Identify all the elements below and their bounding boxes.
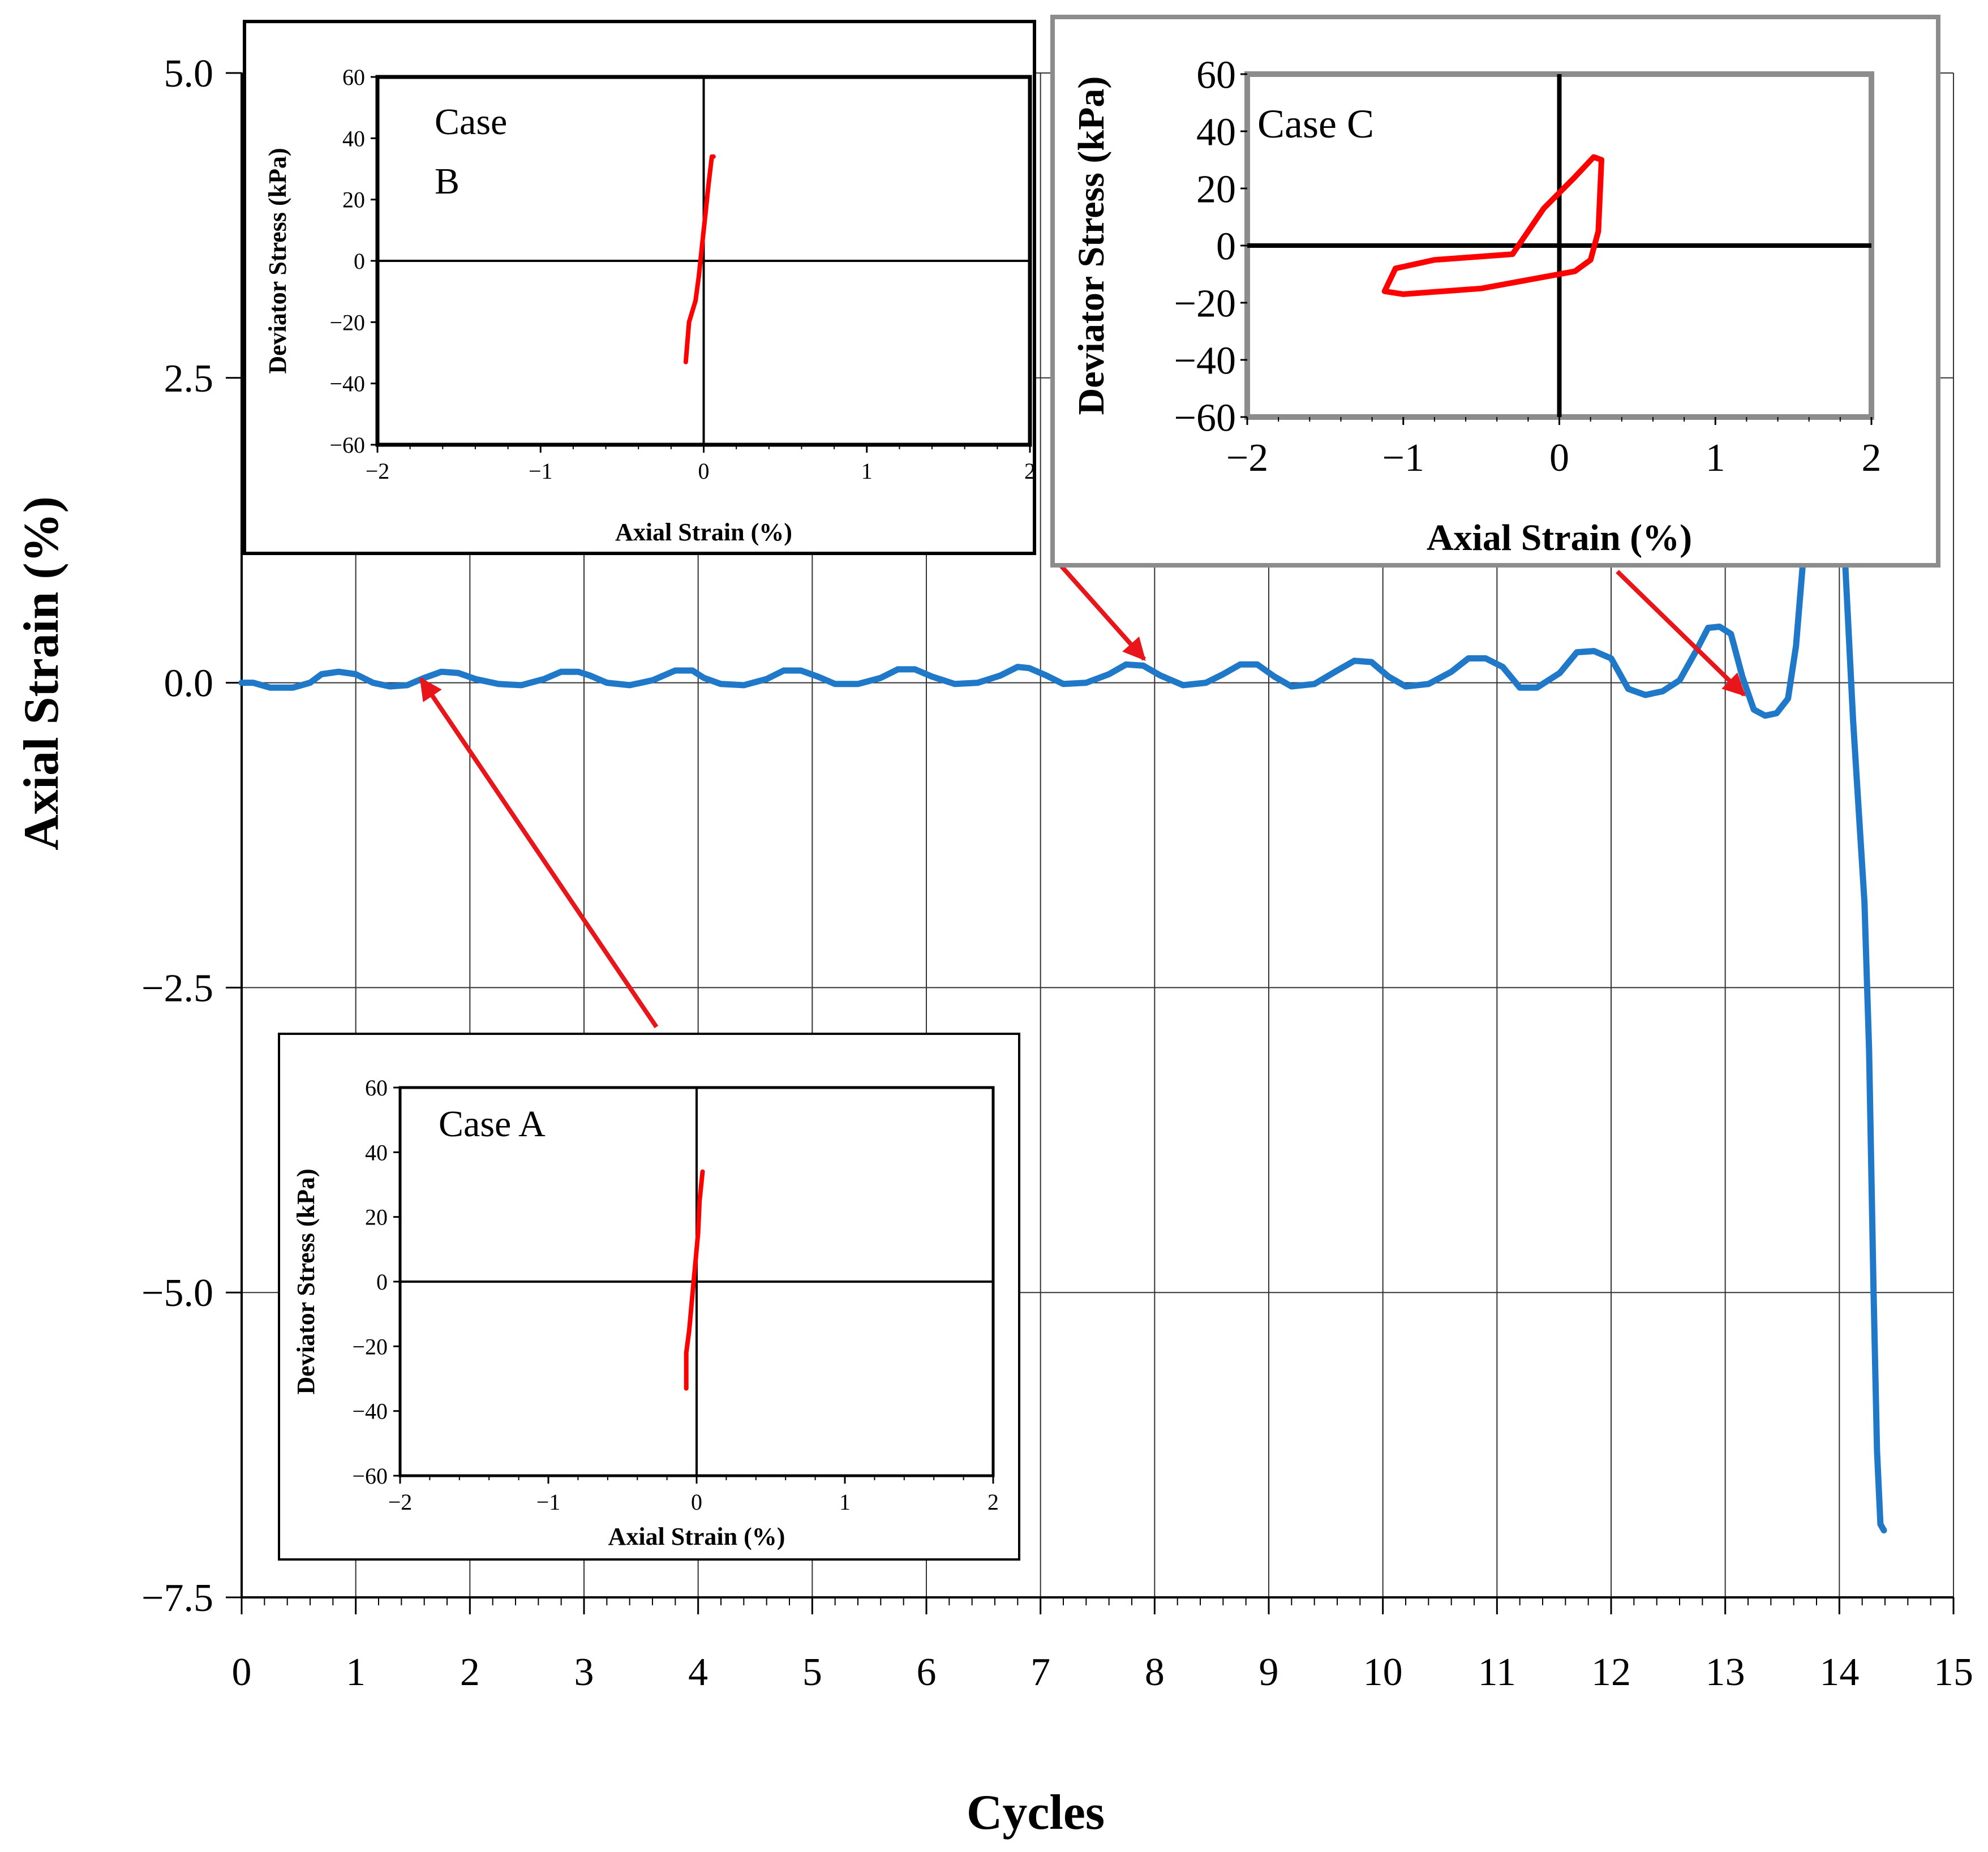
inset-y-tick-label: −40 <box>329 371 365 397</box>
inset-y-tick-label: −40 <box>352 1399 388 1424</box>
x-tick-label: 12 <box>1591 1651 1631 1694</box>
inset-y-tick-label: 20 <box>1196 168 1236 212</box>
inset-x-tick-label: −1 <box>536 1489 561 1515</box>
inset-stress-strain-loop <box>1381 154 1604 297</box>
inset-y-tick-label: 60 <box>1196 54 1236 97</box>
x-tick-label: 14 <box>1819 1651 1859 1694</box>
inset-y-tick-label: −60 <box>352 1463 388 1489</box>
inset-y-tick-label: 0 <box>1216 225 1236 269</box>
inset-x-tick-label: 2 <box>1024 458 1036 484</box>
inset-y-tick-label: −40 <box>1174 340 1236 383</box>
inset-stress-strain-loop <box>684 1169 705 1391</box>
inset-x-tick-label: −2 <box>388 1489 413 1515</box>
inset-case-label: Case <box>435 101 507 143</box>
inset-x-tick-label: 1 <box>1706 436 1725 480</box>
inset-stress-strain-loop <box>683 154 716 364</box>
inset-y-tick-label: 0 <box>376 1269 388 1295</box>
x-tick-label: 11 <box>1478 1651 1516 1694</box>
inset-case-b: −60 −40 −20 0 20 40 60 −2 −1 0 1 2 Axial Strain (%) D… <box>243 20 1036 555</box>
inset-x-tick-label: −1 <box>1382 436 1424 480</box>
y-tick-label: −7.5 <box>141 1576 213 1620</box>
inset-frame <box>1050 15 1940 568</box>
x-tick-label: 13 <box>1706 1651 1745 1694</box>
inset-x-tick-label: −1 <box>529 458 553 484</box>
arrow-case-c <box>1616 570 1746 697</box>
arrow-case-a <box>419 677 659 1029</box>
x-tick-label: 5 <box>802 1651 822 1694</box>
x-axis-title: Cycles <box>967 1785 1105 1840</box>
inset-y-tick-label: 40 <box>1196 111 1236 154</box>
arrow-case-b <box>1059 564 1146 661</box>
inset-y-axis-title: Deviator Stress (kPa) <box>292 1168 320 1394</box>
inset-x-axis-title: Axial Strain (%) <box>608 1523 785 1550</box>
inset-x-tick-label: −2 <box>1226 436 1268 480</box>
inset-x-tick-label: 1 <box>839 1489 851 1515</box>
x-tick-label: 15 <box>1934 1651 1973 1694</box>
inset-x-tick-label: 0 <box>1549 436 1569 480</box>
x-tick-label: 2 <box>460 1651 480 1694</box>
inset-y-axis-title: Deviator Stress (kPa) <box>1071 76 1112 415</box>
x-tick-label: 10 <box>1363 1651 1403 1694</box>
y-tick-label: −5.0 <box>141 1271 213 1315</box>
y-tick-label: 5.0 <box>164 52 214 96</box>
x-tick-label: 0 <box>232 1651 252 1694</box>
inset-y-tick-label: −20 <box>329 310 365 335</box>
inset-y-axis-title: Deviator Stress (kPa) <box>264 148 291 373</box>
inset-y-tick-label: −20 <box>1174 282 1236 326</box>
inset-case-label: Case A <box>439 1103 546 1145</box>
x-tick-label: 9 <box>1259 1651 1279 1694</box>
y-tick-label: −2.5 <box>141 966 213 1010</box>
inset-y-tick-label: −60 <box>1174 397 1236 440</box>
inset-x-tick-label: −2 <box>366 458 390 484</box>
pointer-arrows <box>419 564 1746 1029</box>
inset-x-tick-label: 2 <box>1862 436 1882 480</box>
inset-case-a: −60 −40 −20 0 20 40 60 −2 −1 0 1 2 Axial Strain (%) D… <box>278 1033 1020 1561</box>
y-axis-title: Axial Strain (%) <box>14 496 69 850</box>
inset-y-tick-label: 40 <box>342 126 365 151</box>
inset-frame <box>243 20 1036 555</box>
axial-strain-line <box>238 326 1887 1533</box>
x-tick-label: 1 <box>346 1651 366 1694</box>
inset-y-tick-label: 60 <box>365 1075 388 1101</box>
inset-y-tick-label: −20 <box>352 1334 388 1359</box>
inset-y-tick-label: 20 <box>365 1205 388 1230</box>
x-tick-label: 6 <box>917 1651 937 1694</box>
inset-case-label: B <box>435 161 460 202</box>
x-tick-label: 3 <box>574 1651 594 1694</box>
y-tick-label: 0.0 <box>164 662 214 706</box>
x-tick-label: 8 <box>1145 1651 1165 1694</box>
x-tick-label: 4 <box>688 1651 708 1694</box>
inset-frame <box>278 1033 1020 1561</box>
inset-y-tick-label: −60 <box>329 432 365 458</box>
x-tick-label: 7 <box>1031 1651 1050 1694</box>
inset-x-tick-label: 2 <box>987 1489 999 1515</box>
inset-case-label: Case C <box>1257 101 1374 147</box>
inset-y-tick-label: 0 <box>354 248 365 274</box>
inset-y-tick-label: 40 <box>365 1140 388 1165</box>
y-tick-label: 2.5 <box>164 357 214 401</box>
inset-x-tick-label: 0 <box>698 458 710 484</box>
inset-case-c: −60 −40 −20 0 20 40 60 −2 −1 0 1 2 Axial Strain (%) D… <box>1050 15 1940 568</box>
inset-x-axis-title: Axial Strain (%) <box>615 518 792 546</box>
inset-x-tick-label: 1 <box>861 458 873 484</box>
inset-y-tick-label: 60 <box>342 65 365 90</box>
inset-y-tick-label: 20 <box>342 187 365 213</box>
inset-x-tick-label: 0 <box>691 1489 702 1515</box>
inset-x-axis-title: Axial Strain (%) <box>1427 517 1692 558</box>
